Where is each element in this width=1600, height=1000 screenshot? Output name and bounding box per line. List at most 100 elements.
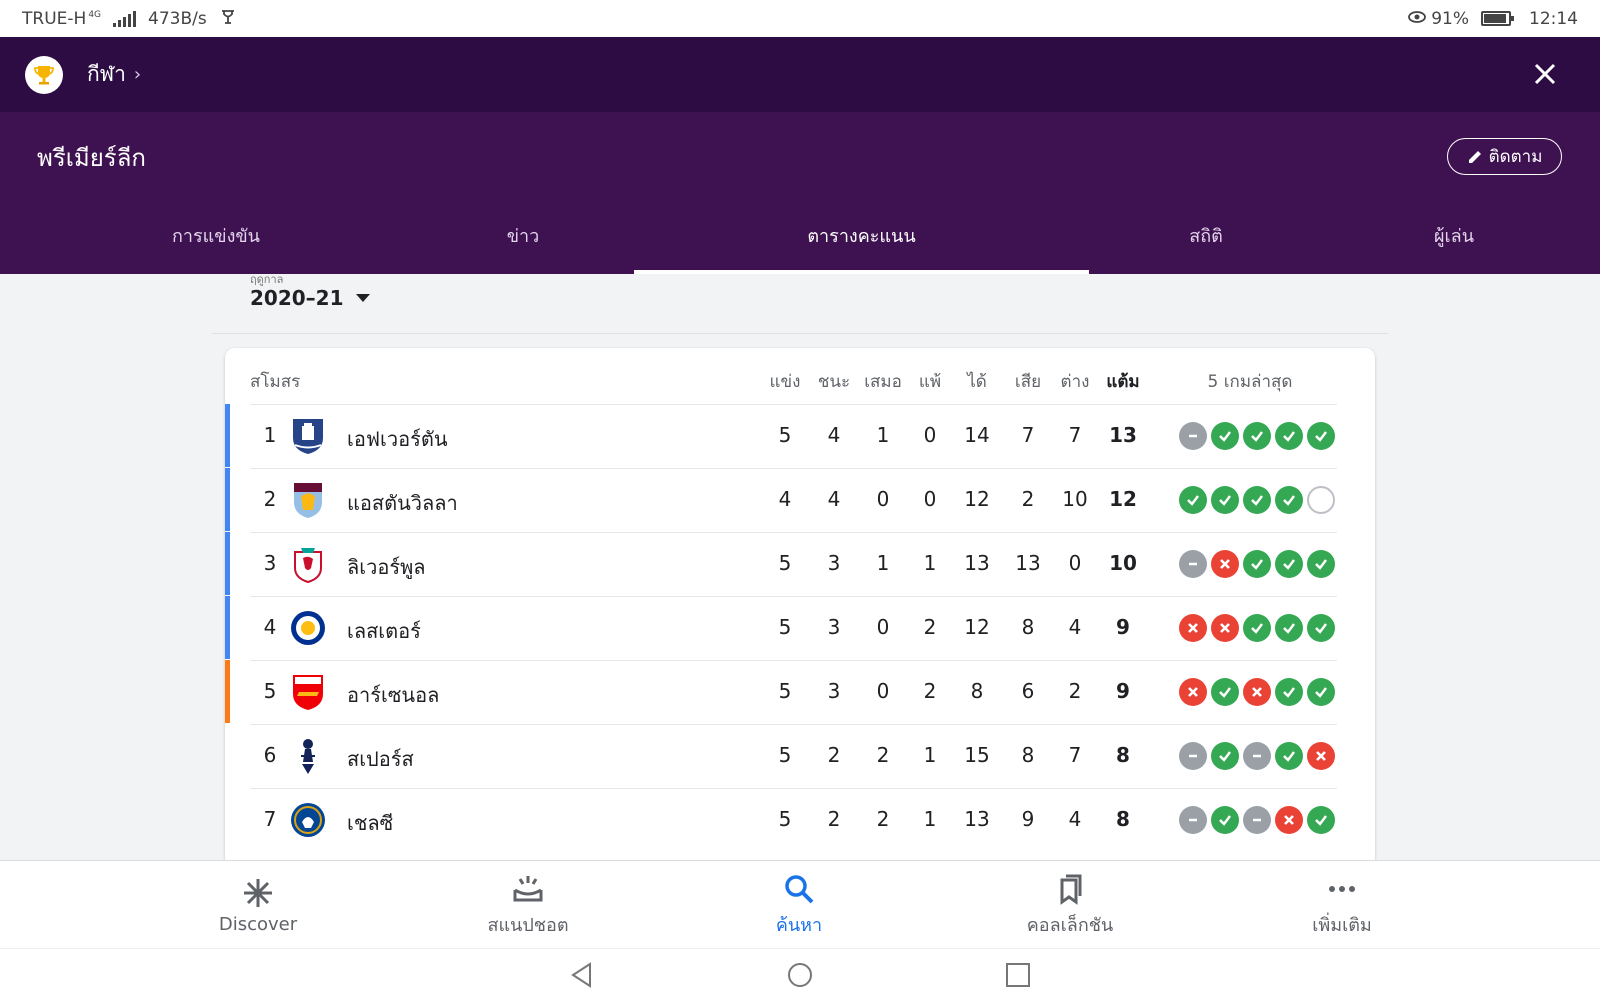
stat-ga: 9 (1021, 807, 1035, 831)
zone-indicator (225, 660, 230, 723)
table-row[interactable]: 3 ลิเวอร์พูล 5 3 1 1 13 13 0 10 (225, 532, 1375, 596)
win-icon[interactable] (1275, 486, 1303, 514)
win-icon[interactable] (1211, 742, 1239, 770)
loss-icon[interactable] (1275, 806, 1303, 834)
win-icon[interactable] (1211, 486, 1239, 514)
season-dropdown[interactable]: 2020–21 (250, 286, 370, 310)
club-name[interactable]: ลิเวอร์พูล (347, 555, 426, 579)
win-icon[interactable] (1275, 422, 1303, 450)
nav-snapshot[interactable]: สแนปชอต (438, 861, 618, 949)
table-row[interactable]: 1 เอฟเวอร์ตัน 5 4 1 0 14 7 7 13 (225, 404, 1375, 468)
stat-lost: 1 (923, 551, 937, 575)
club-name[interactable]: แอสตันวิลลา (347, 491, 458, 515)
stat-drawn: 1 (876, 551, 890, 575)
stat-lost: 1 (923, 807, 937, 831)
recents-icon[interactable] (1004, 961, 1032, 989)
home-icon[interactable] (786, 961, 814, 989)
breadcrumb-sports[interactable]: กีฬา (87, 62, 126, 86)
nav-more[interactable]: เพิ่มเติม (1252, 861, 1432, 949)
win-icon[interactable] (1243, 422, 1271, 450)
club-name[interactable]: สเปอร์ส (347, 747, 414, 771)
position: 3 (263, 551, 277, 575)
pencil-icon (1468, 150, 1481, 163)
loss-icon[interactable] (1179, 678, 1207, 706)
stat-won: 2 (827, 743, 841, 767)
draw-icon[interactable] (1179, 422, 1207, 450)
win-icon[interactable] (1211, 806, 1239, 834)
breadcrumb[interactable]: กีฬา › (87, 58, 141, 91)
stat-ga: 8 (1021, 743, 1035, 767)
table-row[interactable]: 2 แอสตันวิลลา 4 4 0 0 12 2 10 12 (225, 468, 1375, 532)
draw-icon[interactable] (1179, 742, 1207, 770)
win-icon[interactable] (1307, 614, 1335, 642)
standings-table: สโมสร แข่ง ชนะ เสมอ แพ้ ได้ เสีย ต่าง แต… (225, 348, 1375, 868)
nav-search[interactable]: ค้นหา (709, 861, 889, 949)
follow-button[interactable]: ติดตาม (1447, 138, 1562, 175)
club-name[interactable]: เอฟเวอร์ตัน (347, 427, 448, 451)
table-row[interactable]: 6 สเปอร์ส 5 2 2 1 15 8 7 8 (225, 724, 1375, 788)
win-icon[interactable] (1275, 678, 1303, 706)
nav-collections[interactable]: คอลเล็กชัน (980, 861, 1160, 949)
win-icon[interactable] (1307, 422, 1335, 450)
tab-stats[interactable]: สถิติ (1189, 225, 1223, 247)
win-icon[interactable] (1179, 486, 1207, 514)
win-icon[interactable] (1307, 806, 1335, 834)
loss-icon[interactable] (1243, 678, 1271, 706)
col-ga: เสีย (1014, 372, 1042, 392)
zone-indicator (225, 468, 230, 531)
club-name[interactable]: เลสเตอร์ (347, 619, 421, 643)
stat-played: 5 (778, 423, 792, 447)
win-icon[interactable] (1211, 422, 1239, 450)
back-icon[interactable] (568, 961, 596, 989)
table-row[interactable]: 7 เชลซี 5 2 2 1 13 9 4 8 (225, 788, 1375, 852)
loss-icon[interactable] (1211, 550, 1239, 578)
season-bar: ฤดูกาล 2020–21 (212, 273, 1388, 334)
draw-icon[interactable] (1179, 550, 1207, 578)
loss-icon[interactable] (1179, 614, 1207, 642)
recent-form (1179, 806, 1335, 834)
win-icon[interactable] (1211, 678, 1239, 706)
win-icon[interactable] (1243, 550, 1271, 578)
tab-news[interactable]: ข่าว (506, 225, 540, 247)
loss-icon[interactable] (1307, 742, 1335, 770)
club-name[interactable]: อาร์เซนอล (347, 683, 440, 707)
win-icon[interactable] (1307, 550, 1335, 578)
league-header: พรีเมียร์ลีก ติดตาม การแข่งขัน ข่าว ตารา… (0, 112, 1600, 274)
win-icon[interactable] (1307, 678, 1335, 706)
table-row[interactable]: 4 เลสเตอร์ 5 3 0 2 12 8 4 9 (225, 596, 1375, 660)
win-icon[interactable] (1275, 550, 1303, 578)
upcoming-icon[interactable] (1307, 486, 1335, 514)
stat-lost: 0 (923, 423, 937, 447)
position: 7 (263, 807, 277, 831)
tab-players[interactable]: ผู้เล่น (1433, 225, 1475, 247)
win-icon[interactable] (1243, 486, 1271, 514)
row-divider (250, 532, 1337, 533)
recent-form (1179, 614, 1335, 642)
tab-standings[interactable]: ตารางคะแนน (634, 196, 1089, 274)
chelsea-crest-icon (289, 800, 327, 840)
stat-played: 5 (778, 807, 792, 831)
close-button[interactable] (1528, 57, 1562, 91)
nav-discover[interactable]: Discover (168, 861, 348, 949)
tab-matches[interactable]: การแข่งขัน (172, 225, 260, 247)
stat-won: 4 (827, 423, 841, 447)
tab-bar: การแข่งขัน ข่าว ตารางคะแนน สถิติ ผู้เล่น (0, 196, 1600, 274)
win-icon[interactable] (1275, 742, 1303, 770)
stat-gd: 4 (1068, 807, 1082, 831)
stat-played: 5 (778, 615, 792, 639)
follow-label: ติดตาม (1488, 147, 1543, 167)
stat-played: 4 (778, 487, 792, 511)
table-row[interactable]: 5 อาร์เซนอล 5 3 0 2 8 6 2 9 (225, 660, 1375, 724)
draw-icon[interactable] (1243, 806, 1271, 834)
club-name[interactable]: เชลซี (347, 811, 394, 835)
stat-played: 5 (778, 743, 792, 767)
win-icon[interactable] (1275, 614, 1303, 642)
draw-icon[interactable] (1179, 806, 1207, 834)
draw-icon[interactable] (1243, 742, 1271, 770)
stat-drawn: 0 (876, 679, 890, 703)
snapshot-icon (513, 875, 543, 901)
win-icon[interactable] (1243, 614, 1271, 642)
loss-icon[interactable] (1211, 614, 1239, 642)
stat-pts: 8 (1116, 743, 1130, 767)
col-gf: ได้ (967, 372, 987, 392)
